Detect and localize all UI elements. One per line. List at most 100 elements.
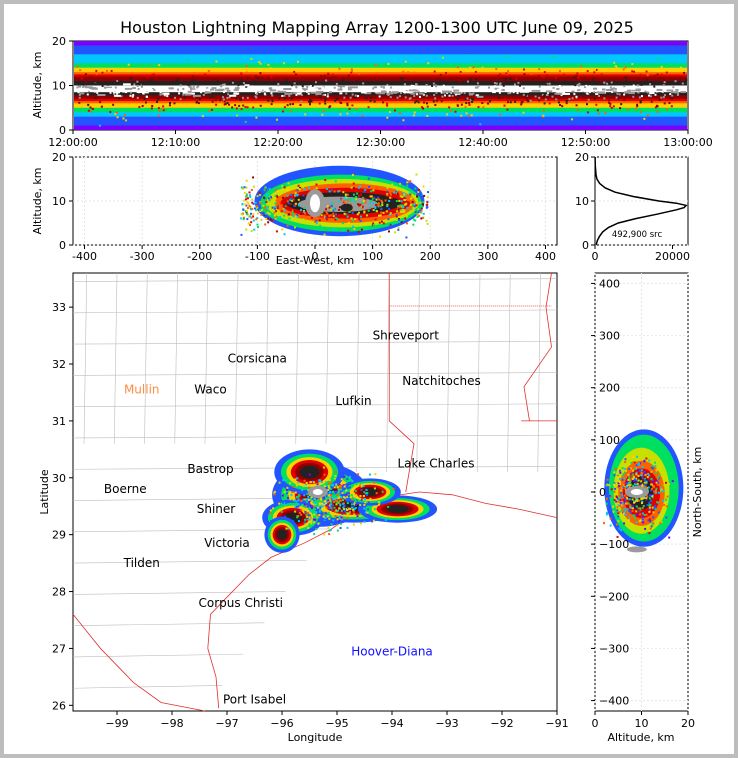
time-source-point [288, 94, 291, 97]
city-label: Waco [194, 383, 226, 397]
time-source-point [476, 82, 479, 85]
time-source-point [586, 103, 589, 106]
ew-source-point [245, 195, 248, 198]
time-core-point [374, 90, 382, 93]
time-source-point [136, 80, 139, 83]
ew-source-point [349, 198, 352, 201]
time-source-point [300, 100, 303, 103]
time-source-point [416, 93, 419, 96]
ew-source-point [370, 190, 373, 193]
ns-source-point [666, 495, 669, 498]
ns-source-point [632, 461, 635, 464]
time-source-point [654, 93, 657, 96]
ns-source-point [606, 497, 609, 500]
time-source-point [251, 75, 254, 78]
time-source-point [301, 84, 304, 87]
time-core-point [114, 94, 121, 97]
map-source-point [305, 505, 308, 508]
ns-source-point [648, 474, 651, 477]
city-label: Lake Charles [398, 457, 475, 471]
time-source-point [472, 92, 475, 95]
time-source-point [234, 82, 237, 85]
ew-source-point [249, 194, 252, 197]
map-source-point [341, 491, 344, 494]
map-ylabel: Latitude [38, 469, 51, 515]
ew-source-point [374, 204, 377, 207]
time-source-point [658, 98, 661, 101]
time-source-point [98, 124, 101, 127]
ew-source-point [291, 210, 294, 213]
time-source-point [431, 84, 434, 87]
time-xtick-label: 13:00:00 [663, 136, 712, 149]
map-source-point [353, 503, 356, 506]
ns-source-point [657, 476, 660, 479]
ew-source-point [390, 190, 393, 193]
map-source-point [332, 498, 335, 501]
time-core-point [383, 91, 387, 94]
ew-source-point [365, 209, 368, 212]
ns-source-point [637, 477, 640, 480]
ns-source-point [623, 506, 626, 509]
ew-source-point [347, 229, 350, 232]
time-source-point [143, 97, 146, 100]
ew-source-point [315, 222, 318, 225]
map-source-point [312, 521, 315, 524]
map-source-point [327, 504, 330, 507]
ew-source-point [408, 189, 411, 192]
time-source-point [324, 93, 327, 96]
time-source-point [595, 81, 598, 84]
ew-source-point [323, 214, 326, 217]
map-source-point [339, 485, 342, 488]
time-source-point [277, 82, 280, 85]
ns-source-point [650, 477, 653, 480]
time-source-point [625, 86, 628, 89]
ns-source-point [619, 483, 622, 486]
ew-source-point [411, 200, 414, 203]
ew-source-point [252, 219, 255, 222]
time-core-point [624, 90, 631, 93]
ew-source-point [419, 193, 422, 196]
ns-source-point [633, 461, 636, 464]
ew-xtick-label: -300 [130, 250, 155, 263]
time-source-point [222, 96, 225, 99]
map-source-point [367, 501, 370, 504]
ew-source-point [413, 203, 416, 206]
ns-source-point [665, 516, 668, 519]
time-source-point [655, 82, 658, 85]
map-source-point [295, 505, 298, 508]
time-source-point [237, 92, 240, 95]
time-core-point [361, 91, 367, 94]
ns-source-point [608, 484, 611, 487]
map-source-point [307, 526, 310, 529]
map-source-point [317, 516, 320, 519]
time-source-point [508, 68, 511, 71]
ew-source-point [399, 182, 402, 185]
ns-source-point [636, 482, 639, 485]
ew-source-point [326, 212, 329, 215]
time-source-point [435, 91, 438, 94]
map-source-point [345, 493, 348, 496]
time-source-point [477, 84, 480, 87]
map-source-point [375, 492, 378, 495]
time-source-point [403, 83, 406, 86]
time-source-point [655, 90, 658, 93]
time-source-point [78, 101, 81, 104]
map-source-point [346, 496, 349, 499]
map-source-point [328, 487, 331, 490]
time-source-point [685, 79, 688, 82]
time-source-point [349, 96, 352, 99]
ew-source-point [325, 210, 328, 213]
time-source-point [509, 78, 512, 81]
ns-source-point [657, 491, 660, 494]
time-source-point [421, 90, 424, 93]
ew-source-point [300, 212, 303, 215]
ns-source-point [621, 494, 624, 497]
time-source-point [548, 102, 551, 105]
ew-source-point [303, 210, 306, 213]
time-source-point [530, 72, 533, 75]
time-source-point [109, 91, 112, 94]
time-source-point [168, 104, 171, 107]
ns-source-point [640, 480, 643, 483]
map-source-point [340, 522, 343, 525]
map-source-point [318, 510, 321, 513]
